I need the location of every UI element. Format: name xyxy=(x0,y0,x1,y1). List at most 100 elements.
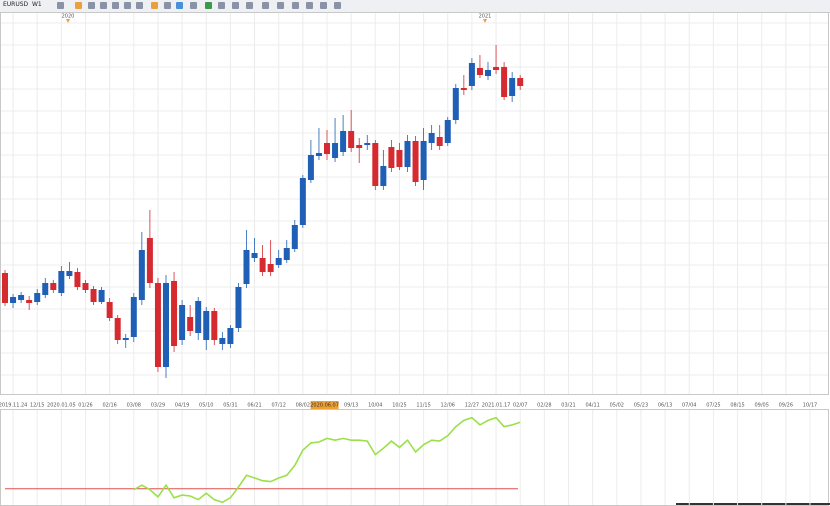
candle-body xyxy=(171,281,178,346)
candle-body xyxy=(299,178,306,225)
candle-body xyxy=(348,131,355,148)
candle-body xyxy=(251,253,258,258)
x-tick-label: 11/15 xyxy=(416,403,430,409)
tool-icon[interactable] xyxy=(88,2,95,9)
x-tick-label: 2019.11.24 xyxy=(0,403,27,409)
candle-body xyxy=(195,301,202,333)
tool-icon[interactable] xyxy=(334,2,341,9)
x-tick-label: 05/31 xyxy=(223,403,237,409)
tool-icon[interactable] xyxy=(246,2,253,9)
x-tick-label: 12/15 xyxy=(30,403,44,409)
candle-body xyxy=(307,155,314,180)
candle-body xyxy=(291,225,298,249)
candle-body xyxy=(340,131,347,152)
tool-icon[interactable] xyxy=(277,2,284,9)
tool-icon[interactable] xyxy=(232,2,239,9)
candle-body xyxy=(227,328,234,344)
x-tick-label: 03/08 xyxy=(127,403,141,409)
candle-body xyxy=(10,297,17,303)
candle-body xyxy=(275,258,282,265)
crosshair-label: 2020.06.07 xyxy=(310,403,339,409)
candle-body xyxy=(324,143,330,154)
x-tick-label: 10/25 xyxy=(392,403,406,409)
candle-body xyxy=(146,238,153,283)
x-tick-label: 10/04 xyxy=(368,403,382,409)
candle-body xyxy=(372,143,379,186)
tool-icon[interactable] xyxy=(75,2,82,9)
candle-body xyxy=(66,271,73,276)
x-tick-label: 12/27 xyxy=(465,403,479,409)
candle-body xyxy=(364,143,371,145)
candle-body xyxy=(267,264,274,272)
x-tick-label: 2021.01.17 xyxy=(482,403,511,409)
candle-body xyxy=(219,338,226,344)
x-tick-label: 09/13 xyxy=(344,403,358,409)
x-tick-label: 08/02 xyxy=(296,403,310,409)
x-tick-label: 05/23 xyxy=(634,403,648,409)
tool-icon[interactable] xyxy=(306,2,313,9)
tool-icon[interactable] xyxy=(292,2,299,9)
candle-body xyxy=(452,88,459,120)
x-tick-label: 05/10 xyxy=(199,403,213,409)
tool-icon[interactable] xyxy=(136,2,143,9)
x-tick-label: 03/29 xyxy=(151,403,165,409)
candle-body xyxy=(332,143,339,158)
x-tick-label: 09/26 xyxy=(779,403,793,409)
indicator-line xyxy=(133,416,521,504)
candle-body xyxy=(356,145,363,148)
candle-body xyxy=(187,317,194,331)
candle-body xyxy=(412,141,419,182)
candle-body xyxy=(259,258,266,272)
candle-body xyxy=(130,297,137,337)
candle-body xyxy=(388,147,395,168)
candle-body xyxy=(501,67,508,97)
candle-body xyxy=(436,137,443,146)
timeframe-select[interactable]: W1 xyxy=(32,1,42,8)
candle-body xyxy=(283,248,290,260)
candle-body xyxy=(2,273,8,303)
tool-icon[interactable] xyxy=(112,2,119,9)
year-marker xyxy=(483,19,487,23)
crosshair-label-box xyxy=(310,401,339,409)
candle-body xyxy=(243,250,250,284)
candle-body xyxy=(58,271,65,293)
tool-icon[interactable] xyxy=(124,2,131,9)
candle-body xyxy=(235,287,242,328)
candle-body xyxy=(106,302,113,318)
indicator-pane xyxy=(0,409,829,506)
x-tick-label: 02/16 xyxy=(102,403,116,409)
candle-body xyxy=(114,318,121,340)
candle-body xyxy=(396,150,403,167)
candle-body xyxy=(179,305,186,340)
x-tick-label: 07/25 xyxy=(706,403,720,409)
candle-body xyxy=(18,295,25,300)
candle-body xyxy=(74,272,81,287)
candle-body xyxy=(493,67,500,70)
x-tick-label: 08/15 xyxy=(730,403,744,409)
candle-body xyxy=(82,283,89,290)
tool-icon[interactable] xyxy=(151,2,158,9)
tool-icon[interactable] xyxy=(218,2,225,9)
x-tick-label: 06/21 xyxy=(247,403,261,409)
symbol-select[interactable]: EURUSD xyxy=(3,1,29,8)
x-tick-label: 10/17 xyxy=(803,403,817,409)
tool-icon[interactable] xyxy=(164,2,171,9)
tool-icon[interactable] xyxy=(57,2,64,9)
tool-icon[interactable] xyxy=(320,2,327,9)
candle-body xyxy=(380,166,387,186)
tool-icon[interactable] xyxy=(205,2,212,9)
tool-icon[interactable] xyxy=(100,2,107,9)
x-tick-label: 01/26 xyxy=(78,403,92,409)
x-tick-label: 07/12 xyxy=(271,403,285,409)
x-tick-label: 02/07 xyxy=(513,403,527,409)
x-tick-label: 12/06 xyxy=(441,403,455,409)
candle-body xyxy=(90,289,97,302)
tool-icon[interactable] xyxy=(262,2,269,9)
x-tick-label: 06/13 xyxy=(658,403,672,409)
candle-body xyxy=(98,290,105,302)
candle-body xyxy=(428,133,435,143)
tool-icon[interactable] xyxy=(176,2,183,9)
candle-body xyxy=(444,120,451,143)
tool-icon[interactable] xyxy=(190,2,197,9)
